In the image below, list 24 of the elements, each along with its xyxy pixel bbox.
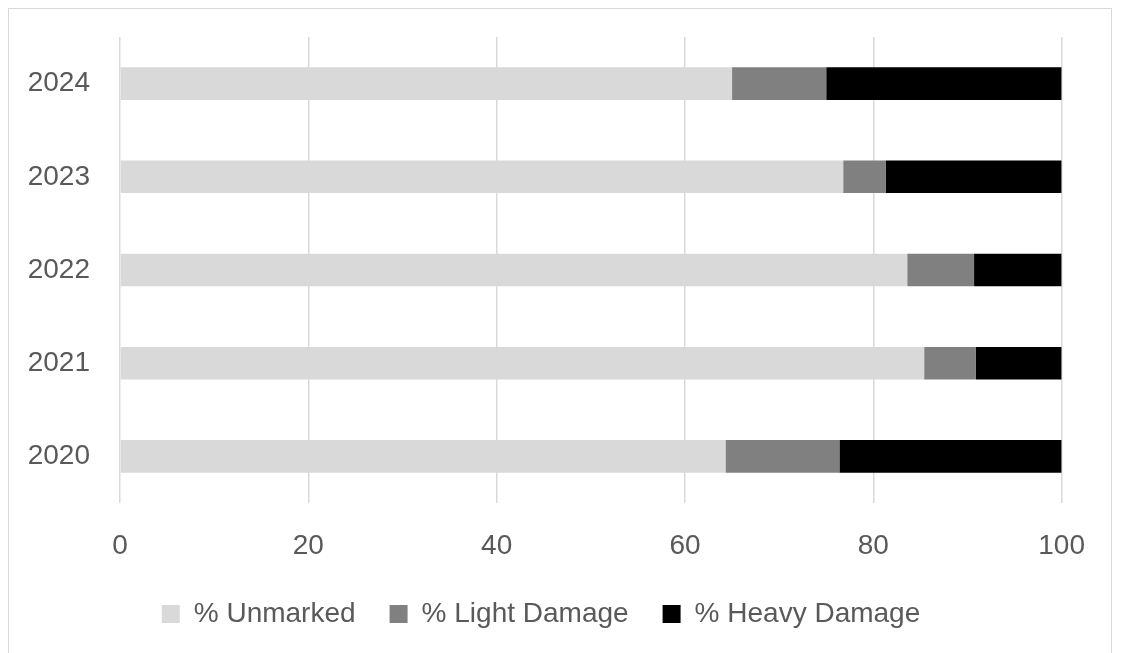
y-tick-label: 2023	[27, 159, 90, 191]
bar	[732, 67, 827, 100]
x-tick-label: 20	[292, 528, 324, 560]
bar	[885, 160, 1062, 194]
legend-label: % Heavy Damage	[694, 596, 921, 628]
bar	[907, 253, 975, 287]
x-tick-label: 40	[481, 528, 513, 560]
bar	[843, 160, 886, 194]
x-tick-label: 0	[112, 528, 128, 560]
bar	[725, 440, 840, 473]
bar	[974, 253, 1062, 287]
bar	[924, 346, 976, 380]
x-tick-label: 100	[1038, 528, 1085, 560]
y-tick-label: 2024	[27, 66, 90, 98]
x-tick-label: 60	[669, 528, 701, 560]
bar	[826, 67, 1062, 100]
bar	[975, 346, 1062, 380]
y-tick-label: 2021	[27, 345, 90, 377]
y-tick-label: 2020	[27, 439, 90, 471]
y-tick-label: 2022	[27, 252, 90, 284]
bar	[839, 440, 1062, 473]
legend-label: % Unmarked	[193, 596, 356, 628]
x-tick-label: 80	[857, 528, 889, 560]
legend-label: % Light Damage	[421, 596, 629, 628]
